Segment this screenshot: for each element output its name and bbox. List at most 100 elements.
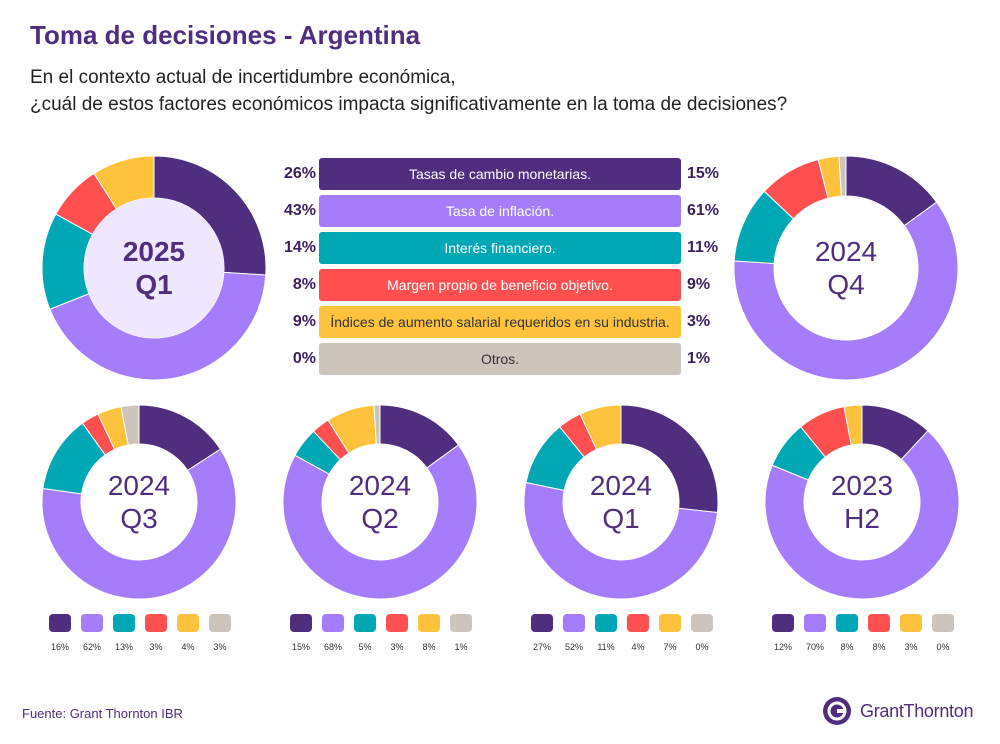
pct-2024-q4: 9%: [687, 276, 711, 293]
swatch-value: 8%: [872, 642, 886, 652]
swatch-color: [691, 614, 713, 632]
donut-2023-h2: [764, 404, 960, 600]
center-label-2024-q2: 2024 Q2: [320, 469, 440, 535]
swatch-item: 70%: [799, 614, 831, 652]
swatch-item: 8%: [831, 614, 863, 652]
swatch-item: 0%: [927, 614, 959, 652]
swatch-value: 4%: [181, 642, 195, 652]
center-label-line2: Q2: [361, 503, 399, 534]
donut-2024-q2: [282, 404, 478, 600]
donut-2024-q1: [523, 404, 719, 600]
donut-hole-2024-q2: [322, 444, 438, 560]
swatch-item: 0%: [686, 614, 718, 652]
swatch-value: 7%: [663, 642, 677, 652]
page-title: Toma de decisiones - Argentina: [30, 20, 421, 50]
pct-2025-q1: 0%: [292, 350, 316, 367]
swatch-value: 62%: [82, 642, 101, 652]
swatch-item: 52%: [558, 614, 590, 652]
swatch-color: [804, 614, 826, 632]
center-label-line1: 2024: [348, 470, 412, 501]
swatch-color: [322, 614, 344, 632]
swatch-value: 52%: [564, 642, 583, 652]
swatch-item: 1%: [445, 614, 477, 652]
swatch-color: [450, 614, 472, 632]
legend-bar-3: Margen propio de beneficio objetivo.: [319, 269, 681, 301]
donut-hole-2023-h2: [804, 444, 920, 560]
center-label-line2: Q1: [602, 503, 640, 534]
center-label-line2: Q4: [827, 269, 865, 300]
swatch-color: [595, 614, 617, 632]
swatch-value: 4%: [631, 642, 645, 652]
donut-hole-2024-q3: [81, 444, 197, 560]
donut-hole-2024-q1: [563, 444, 679, 560]
center-label-2023-h2: 2023 H2: [802, 469, 922, 535]
swatch-value: 27%: [532, 642, 551, 652]
swatch-item: 3%: [140, 614, 172, 652]
swatch-value: 3%: [904, 642, 918, 652]
swatch-item: 68%: [317, 614, 349, 652]
pct-2025-q1: 8%: [292, 276, 316, 293]
pct-2025-q1: 43%: [283, 202, 316, 219]
swatch-value: 15%: [291, 642, 310, 652]
swatch-item: 7%: [654, 614, 686, 652]
center-label-2024-q3: 2024 Q3: [79, 469, 199, 535]
swatch-color: [354, 614, 376, 632]
swatch-color: [81, 614, 103, 632]
pct-2024-q4: 61%: [687, 202, 720, 219]
center-label-2025-q1: 2025 Q1: [94, 235, 214, 301]
swatch-color: [209, 614, 231, 632]
source-note: Fuente: Grant Thornton IBR: [22, 706, 183, 721]
logo-text: GrantThornton: [860, 700, 974, 721]
swatch-item: 3%: [204, 614, 236, 652]
center-label-line1: 2024: [814, 236, 878, 267]
swatch-value: 8%: [422, 642, 436, 652]
swatch-color: [627, 614, 649, 632]
swatch-value: 3%: [149, 642, 163, 652]
swatch-value: 1%: [454, 642, 468, 652]
swatch-color: [113, 614, 135, 632]
swatch-item: 5%: [349, 614, 381, 652]
swatch-item: 12%: [767, 614, 799, 652]
donut-2024-q4: [733, 155, 959, 381]
donut-hole-2024-q4: [774, 196, 918, 340]
swatch-value: 12%: [773, 642, 792, 652]
donut-hole-2025-q1: [84, 198, 224, 338]
swatch-row-2024-q1: 27% 52% 11% 4% 7% 0%: [526, 614, 718, 652]
grant-thornton-logo: GrantThornton: [822, 696, 973, 726]
center-label-2024-q4: 2024 Q4: [786, 235, 906, 301]
legend-bar-4: Índices de aumento salarial requeridos e…: [319, 306, 681, 338]
swatch-color: [531, 614, 553, 632]
swatch-value: 11%: [597, 642, 615, 652]
center-label-line1: 2023: [830, 470, 894, 501]
swatch-item: 27%: [526, 614, 558, 652]
swatch-value: 16%: [50, 642, 69, 652]
legend-bar-0: Tasas de cambio monetarias.: [319, 158, 681, 190]
swatch-item: 3%: [381, 614, 413, 652]
swatch-item: 11%: [590, 614, 622, 652]
swatch-color: [290, 614, 312, 632]
swatch-value: 0%: [695, 642, 709, 652]
subtitle-line-2: ¿cuál de estos factores económicos impac…: [30, 94, 788, 115]
swatch-value: 68%: [323, 642, 342, 652]
swatch-value: 3%: [213, 642, 227, 652]
center-label-line2: Q1: [135, 269, 173, 300]
swatch-color: [177, 614, 199, 632]
swatch-item: 8%: [413, 614, 445, 652]
swatch-color: [418, 614, 440, 632]
center-label-line1: 2025: [122, 236, 186, 267]
swatch-item: 8%: [863, 614, 895, 652]
swatch-value: 5%: [358, 642, 372, 652]
center-label-2024-q1: 2024 Q1: [561, 469, 681, 535]
donut-2024-q3: [41, 404, 237, 600]
legend-bar-2: Interés financiero.: [319, 232, 681, 264]
swatch-value: 0%: [936, 642, 950, 652]
swatch-color: [659, 614, 681, 632]
grant-thornton-logo-icon: [823, 697, 851, 725]
swatch-color: [932, 614, 954, 632]
pct-2025-q1: 9%: [292, 313, 316, 330]
swatch-row-2024-q2: 15% 68% 5% 3% 8% 1%: [285, 614, 477, 652]
swatch-value: 13%: [114, 642, 133, 652]
pct-2024-q4: 3%: [687, 313, 711, 330]
center-label-line1: 2024: [107, 470, 171, 501]
swatch-value: 70%: [805, 642, 824, 652]
